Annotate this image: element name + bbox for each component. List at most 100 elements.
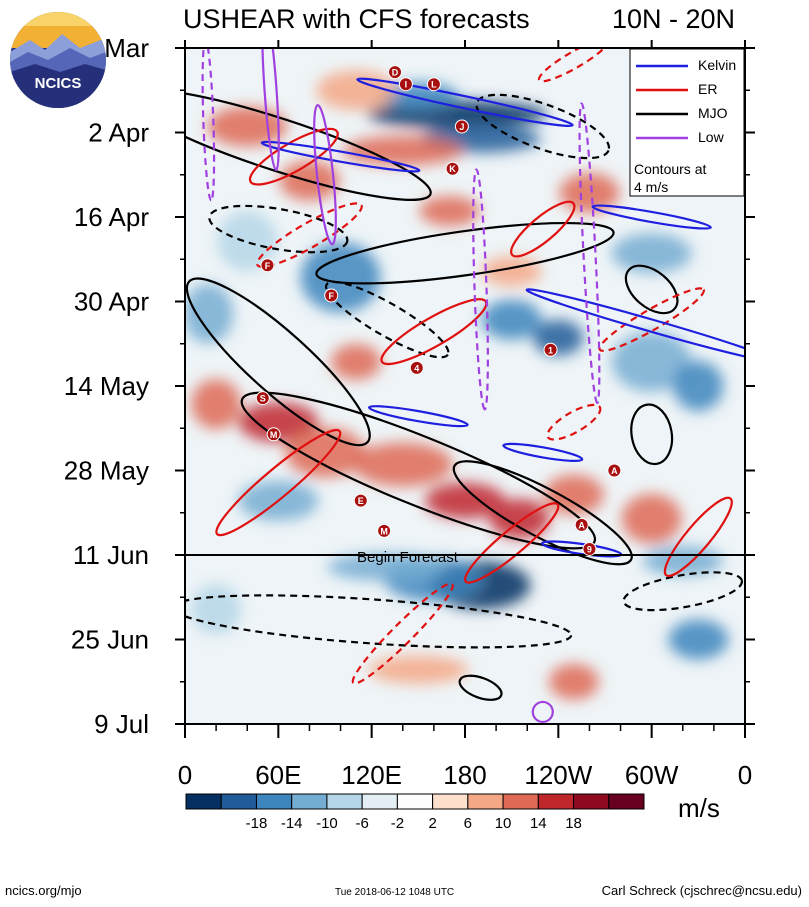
shear-cell: [342, 135, 463, 166]
storm-marker: 4: [409, 360, 424, 375]
colorbar-swatch: [573, 793, 610, 810]
storm-label: A: [578, 520, 585, 530]
storm-label: 4: [414, 363, 419, 373]
colorbar-swatch: [326, 793, 363, 810]
contour-line: [324, 280, 450, 359]
storm-marker: M: [266, 427, 281, 442]
chart-region: 10N - 20N: [612, 4, 735, 34]
x-tick-label: 120E: [341, 760, 402, 790]
storm-label: 9: [587, 544, 592, 554]
colorbar-swatch: [361, 793, 398, 810]
shear-cell: [191, 379, 242, 430]
shear-cell: [621, 493, 682, 544]
contour-line: [531, 700, 554, 724]
storm-label: L: [431, 80, 437, 90]
chart-title: USHEAR with CFS forecasts: [183, 4, 530, 34]
footer-source: ncics.org/mjo: [5, 883, 82, 898]
storm-label: F: [265, 261, 271, 271]
x-tick-label: 60E: [255, 760, 301, 790]
contour-line: [260, 140, 421, 173]
shear-cell: [425, 482, 505, 519]
contour-line: [208, 204, 349, 254]
contour-line: [356, 77, 574, 128]
colorbar-label: 14: [530, 815, 547, 832]
footer-author: Carl Schreck (cjschrec@ncsu.edu): [601, 883, 802, 898]
colorbar-units: m/s: [678, 793, 720, 823]
y-tick-label: 16 Apr: [74, 202, 150, 232]
colorbar-label: -14: [281, 815, 303, 832]
y-tick-label: 2 Apr: [88, 118, 149, 148]
shear-cell: [185, 283, 234, 344]
storm-label: F: [328, 291, 334, 301]
colorbar-label: 2: [428, 815, 436, 832]
storm-label: 1: [548, 345, 553, 355]
legend-box: [629, 48, 745, 197]
storm-marker: E: [353, 493, 368, 508]
contour-line: [201, 48, 216, 202]
colorbar-swatch: [432, 793, 469, 810]
storm-marker: 1: [543, 342, 558, 357]
colorbar-swatch: [502, 793, 539, 810]
shear-cell: [642, 546, 723, 577]
contour-line: [472, 168, 489, 411]
logo-text: NCICS: [35, 75, 82, 92]
y-tick-label: 30 Apr: [74, 287, 150, 317]
contour-line: [261, 48, 280, 172]
shear-cell: [352, 442, 453, 487]
contour-line: [502, 442, 584, 463]
storm-marker: A: [574, 517, 589, 532]
colorbar-label: -6: [355, 815, 368, 832]
contour-line: [598, 287, 705, 352]
shear-cell: [368, 655, 469, 684]
legend-note: Contours at: [634, 161, 706, 177]
legend: Kelvin ER MJO Low Contours at 4 m/s: [629, 48, 745, 197]
storm-markers: DI L J K F F 4 1 S M A E A M 9: [255, 65, 622, 556]
shear-cell: [191, 584, 242, 635]
storm-marker: A: [607, 463, 622, 478]
storm-label: M: [270, 430, 278, 440]
shear-cell: [673, 361, 724, 411]
shear-cell: [611, 331, 692, 392]
storm-label: D: [392, 68, 399, 78]
storm-marker: S: [255, 391, 270, 406]
legend-note: 4 m/s: [634, 179, 668, 195]
storm-marker: F: [260, 258, 275, 273]
shear-cell: [238, 402, 319, 443]
contour-line: [185, 594, 573, 649]
contour-line: [380, 298, 488, 366]
legend-label: Kelvin: [698, 57, 736, 73]
legend-label: MJO: [698, 105, 728, 121]
colorbar-swatch: [608, 793, 645, 810]
colorbar-swatch: [537, 793, 575, 810]
colorbar-swatch: [255, 793, 293, 810]
contour-line: [185, 88, 432, 201]
storm-marker: 9: [582, 541, 597, 556]
x-tick-label: 0: [738, 760, 752, 790]
forecast-label: Begin Forecast: [357, 549, 459, 566]
shear-cell: [285, 427, 365, 478]
storm-marker: D: [388, 65, 402, 80]
contour-line: [578, 102, 601, 405]
colorbar-label: 18: [565, 815, 582, 832]
shear-cell: [207, 106, 288, 147]
storm-label: A: [611, 466, 618, 476]
y-tick-label: 28 May: [64, 456, 149, 486]
contour-line: [663, 496, 733, 578]
contour-line: [240, 391, 597, 550]
legend-label: ER: [698, 81, 717, 97]
shear-cell: [611, 233, 692, 274]
contour-line: [458, 674, 503, 701]
footer-timestamp: Tue 2018-06-12 1048 UTC: [335, 887, 455, 898]
y-tick-label: 9 Jul: [94, 709, 149, 739]
storm-marker: F: [324, 288, 339, 303]
contour-line: [313, 104, 337, 246]
colorbar-label: -2: [391, 815, 404, 832]
shear-cell: [543, 474, 604, 515]
contour-line: [537, 48, 610, 83]
y-tick-label: 25 Jun: [71, 625, 149, 655]
wave-contours: [185, 48, 745, 724]
y-tick-label: 11 Jun: [73, 540, 149, 570]
shear-cell: [300, 242, 381, 313]
contour-line: [463, 502, 560, 584]
